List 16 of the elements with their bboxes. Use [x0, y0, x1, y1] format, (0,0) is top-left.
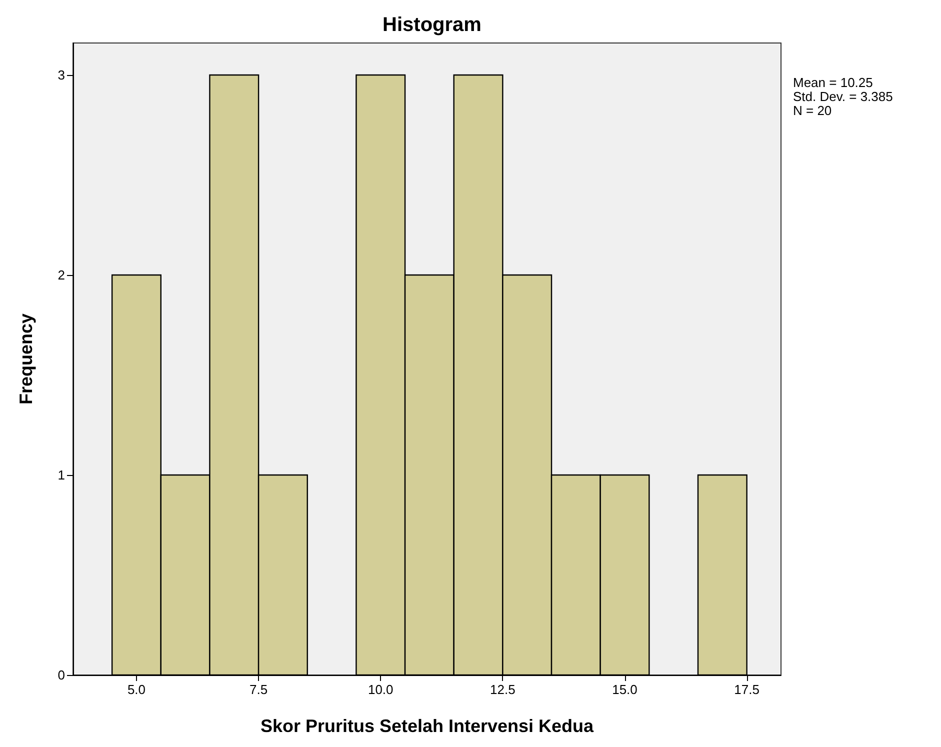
chart-title: Histogram	[382, 14, 482, 36]
x-tick-label: 7.5	[250, 682, 268, 697]
x-tick-label: 12.5	[490, 682, 516, 697]
x-axis-title: Skor Pruritus Setelah Intervensi Kedua	[260, 716, 595, 736]
x-tick-label: 17.5	[734, 682, 760, 697]
text: N = 20	[793, 103, 832, 118]
y-tick-label: 3	[58, 68, 65, 82]
y-tick-label: 0	[58, 668, 65, 682]
text: Mean = 10.25	[793, 75, 873, 90]
y-tick-label: 2	[58, 268, 65, 282]
y-tick-label: 1	[58, 468, 65, 482]
x-tick-label: 15.0	[612, 682, 638, 697]
y-axis-title: Frequency	[16, 313, 36, 405]
x-tick-label: 5.0	[127, 682, 146, 697]
text: Std. Dev. = 3.385	[793, 89, 893, 104]
x-tick-label: 10.0	[368, 682, 394, 697]
